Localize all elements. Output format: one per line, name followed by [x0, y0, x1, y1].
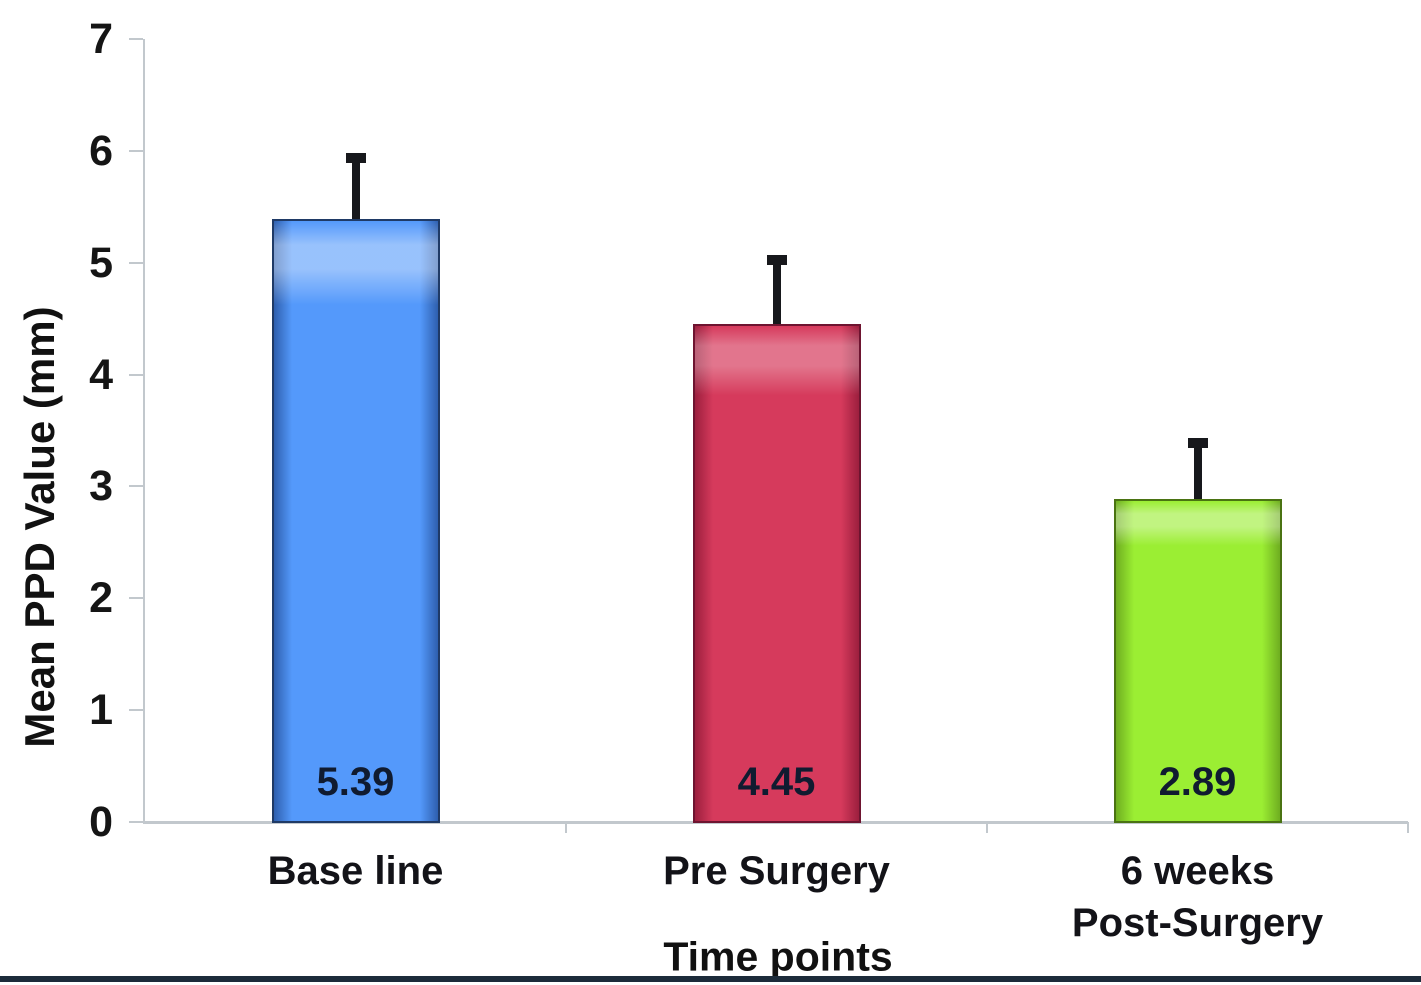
bottom-rule: [0, 976, 1421, 982]
bar-3: [1113, 498, 1282, 823]
y-tick-mark: [129, 597, 143, 600]
error-bar-cap: [345, 153, 366, 164]
y-tick-label: 2: [89, 574, 113, 623]
y-tick-mark: [129, 709, 143, 712]
y-tick-label: 4: [89, 350, 113, 399]
y-axis-line: [143, 39, 145, 824]
error-bar-line: [351, 162, 360, 220]
y-tick-label: 5: [89, 238, 113, 287]
error-bar-cap: [766, 254, 787, 265]
bar-1: [271, 219, 440, 823]
y-tick-label: 3: [89, 462, 113, 511]
x-axis-title: Time points: [663, 933, 893, 980]
bar-value-label: 2.89: [1158, 760, 1237, 804]
y-tick-mark: [129, 821, 143, 823]
bar-value-label: 4.45: [737, 760, 816, 804]
y-tick-label: 0: [89, 798, 113, 846]
y-tick-mark: [129, 261, 143, 264]
x-category-label: Base line: [145, 845, 566, 897]
x-category-label-line: Post-Surgery: [1071, 901, 1324, 945]
x-category-label-line: 6 weeks: [1120, 849, 1275, 893]
y-tick-mark: [129, 149, 143, 152]
y-tick-label: 1: [89, 686, 113, 735]
error-bar-cap: [1187, 438, 1208, 449]
x-category-label: Pre Surgery: [566, 845, 987, 897]
bar-2: [692, 324, 861, 823]
bar-value-label: 5.39: [316, 760, 395, 804]
x-category-label: 6 weeks Post-Surgery: [987, 845, 1408, 949]
error-bar-line: [1193, 447, 1202, 499]
y-tick-mark: [129, 38, 143, 40]
y-tick-label: 6: [89, 126, 113, 175]
x-category-label-line: Base line: [267, 849, 444, 893]
error-bar-line: [772, 263, 781, 325]
x-tick-mark: [565, 822, 567, 833]
x-tick-mark: [1407, 822, 1409, 833]
x-category-label-line: Pre Surgery: [663, 849, 890, 893]
x-tick-mark: [986, 822, 988, 833]
y-tick-label: 7: [89, 15, 113, 63]
y-tick-mark: [129, 485, 143, 488]
y-tick-mark: [129, 373, 143, 376]
